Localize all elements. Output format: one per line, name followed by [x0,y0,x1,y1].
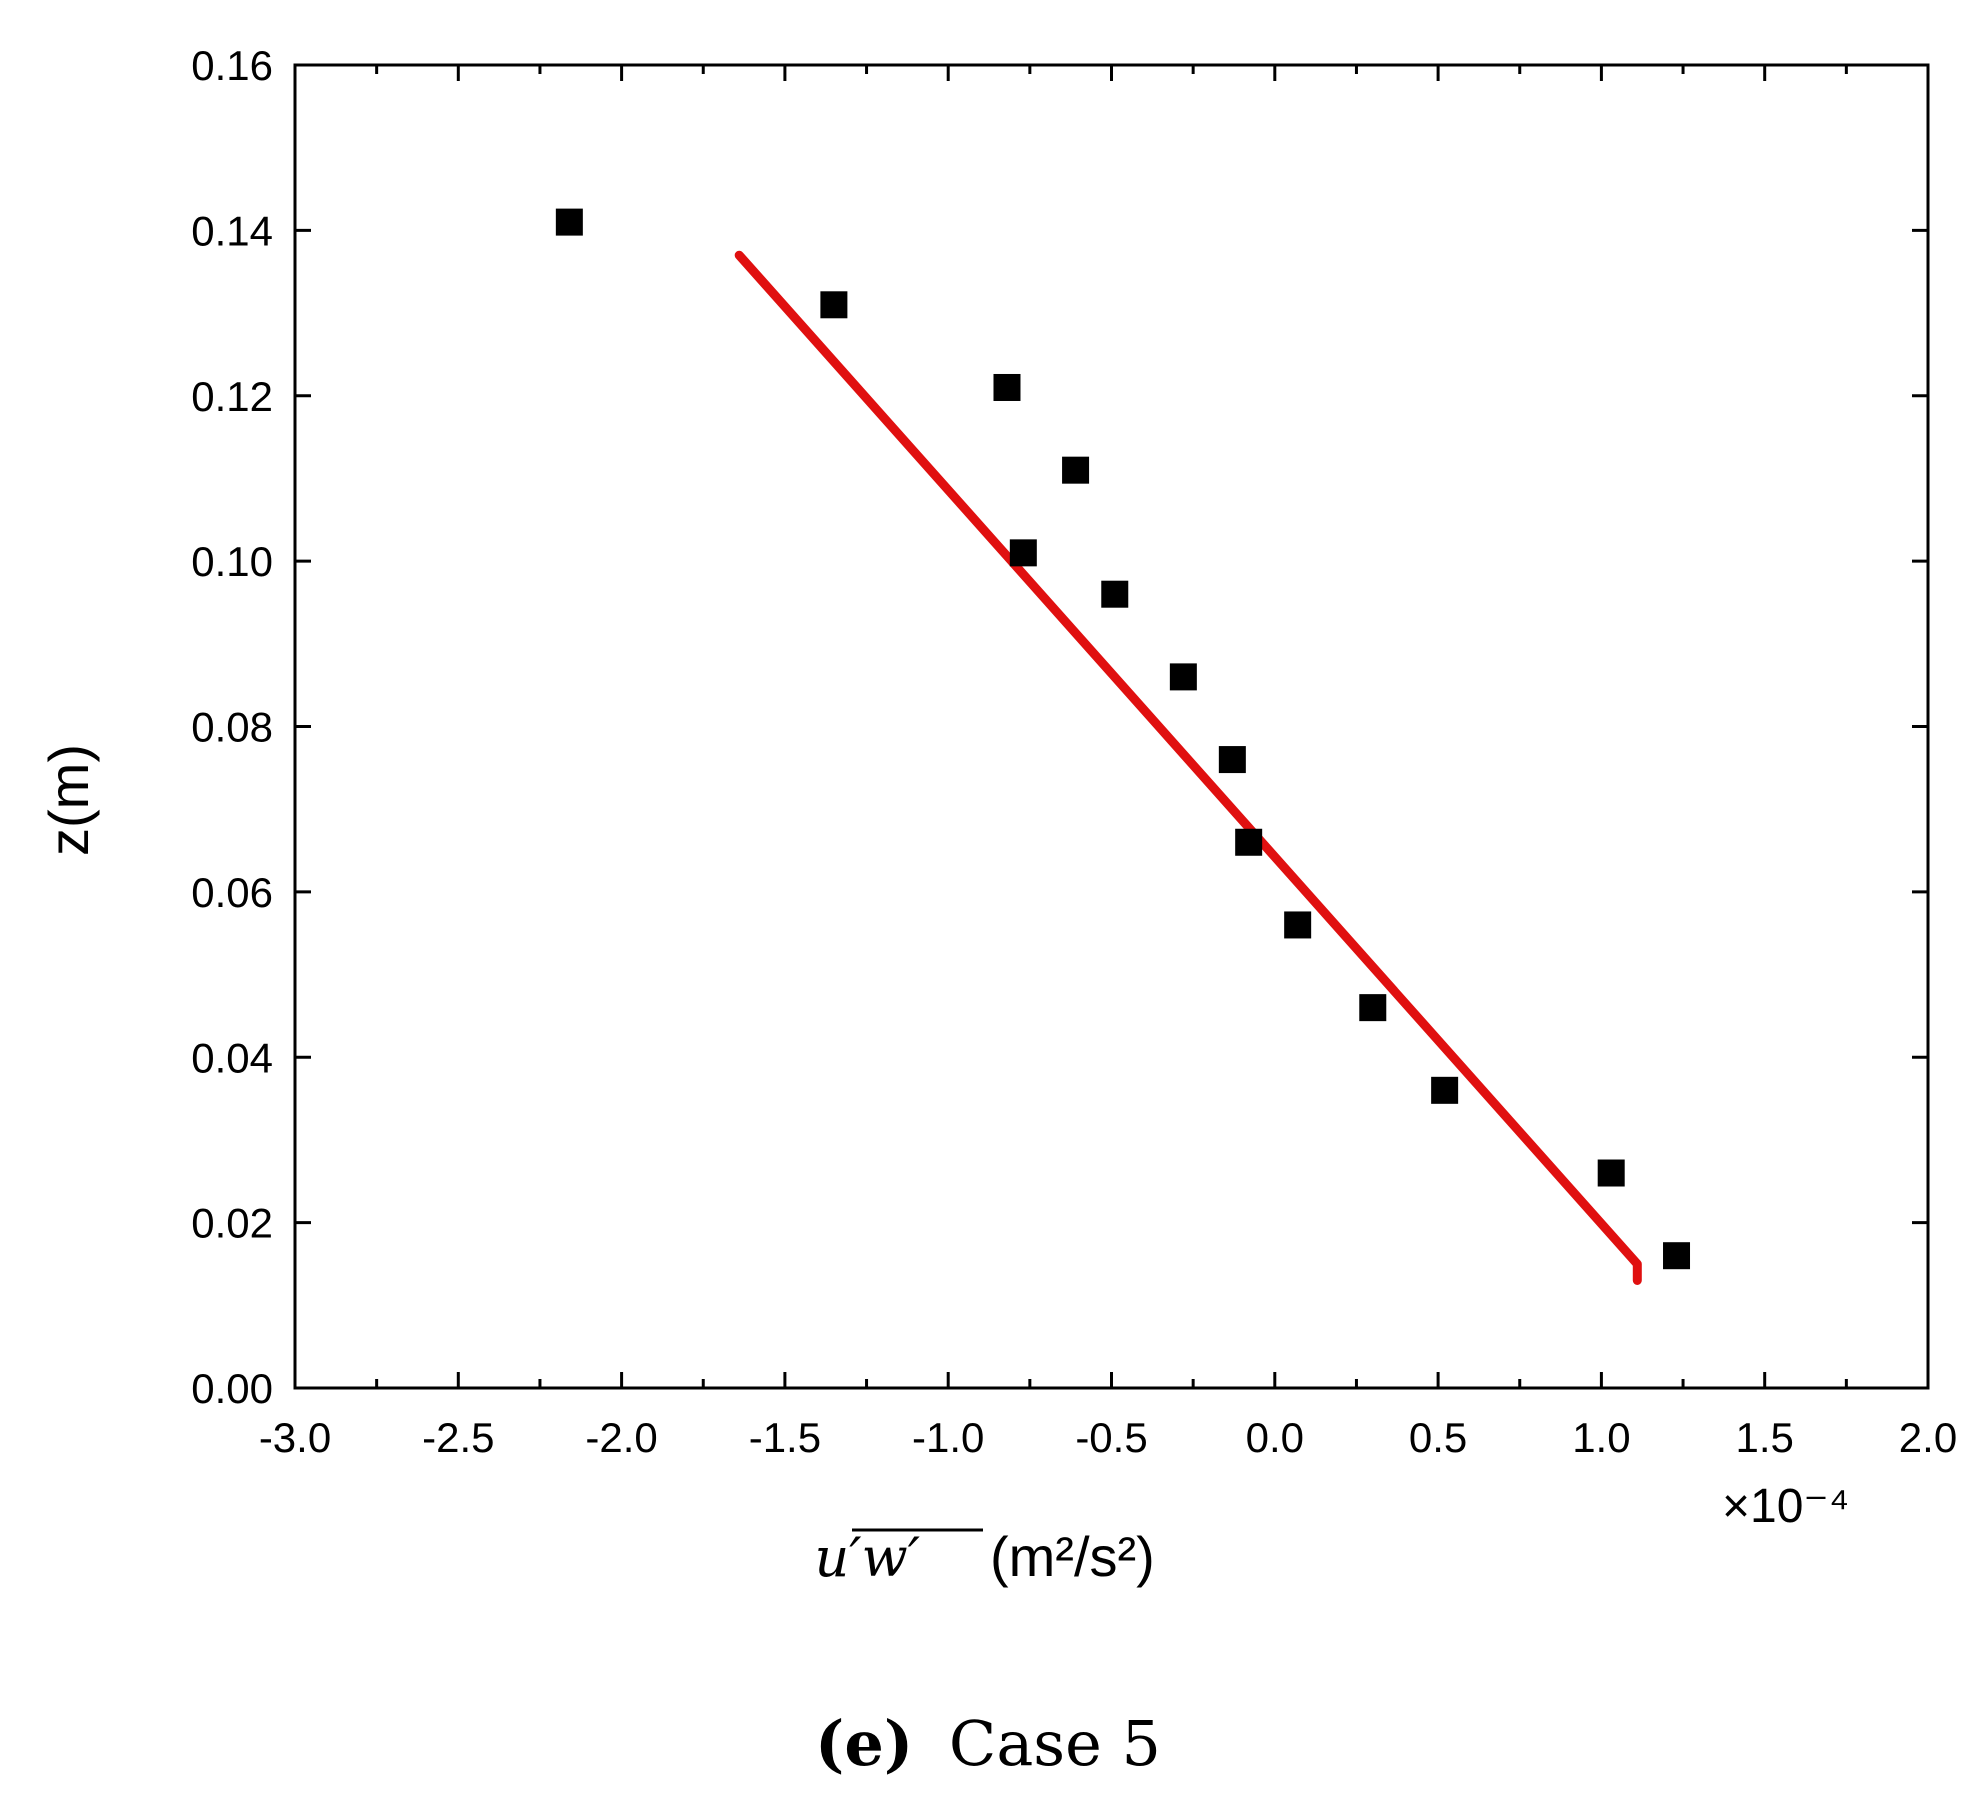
data-point [1101,580,1129,608]
x-axis-variable: u′w′ [814,1526,920,1589]
plot-border [293,63,1930,1390]
data-point [1597,1159,1625,1187]
data-point [1218,746,1246,774]
y-tick-label: 0.00 [191,1365,273,1412]
y-tick-label: 0.08 [191,704,273,751]
y-tick-label: 0.06 [191,869,273,916]
data-point [1062,456,1090,484]
plot-frame [293,63,1930,1390]
y-tick-label: 0.16 [191,42,273,89]
y-axis-title: z(m) [37,744,100,856]
fit-line [734,250,1642,1285]
y-tick-label: 0.10 [191,538,273,585]
x-axis-multiplier: ×10⁻⁴ [1722,1480,1849,1533]
x-tick-label: 1.5 [1736,1414,1794,1461]
data-point [993,373,1021,401]
x-tick-label: 0.0 [1246,1414,1304,1461]
data-point [1663,1242,1691,1270]
caption-letter: (e) [815,1707,913,1780]
data-point [1235,828,1263,856]
x-tick-label: 0.5 [1409,1414,1467,1461]
svg-text:(e) Case 5: (e) Case 5 [815,1707,1161,1780]
x-tick-label: -0.5 [1075,1414,1147,1461]
data-point [1169,663,1197,691]
x-axis-units: (m²/s²) [990,1525,1155,1588]
data-point [1284,911,1312,939]
x-tick-label: -1.0 [912,1414,984,1461]
data-point [1359,994,1387,1022]
y-tick-label: 0.02 [191,1200,273,1247]
data-points [555,208,1691,1270]
x-tick-label: -2.0 [585,1414,657,1461]
caption-text: Case 5 [949,1707,1161,1780]
y-axis: 0.00 0.02 0.04 0.06 0.08 0.10 0.12 0.14 0.16 [191,42,1928,1412]
data-point [555,208,583,236]
x-tick-label: -3.0 [259,1414,331,1461]
x-axis: -3.0 -2.5 -2.0 -1.5 -1.0 -0.5 0.0 0.5 1.0 1.5 2.0 [259,65,1957,1461]
data-point [1431,1076,1459,1104]
x-tick-label: -2.5 [422,1414,494,1461]
x-tick-label: 1.0 [1572,1414,1630,1461]
fit-line-layer [734,250,1642,1285]
y-tick-label: 0.12 [191,373,273,420]
figure-caption: (e) Case 5 [815,1707,1161,1780]
y-tick-label: 0.14 [191,207,273,254]
data-point [820,291,848,319]
x-tick-label: -1.5 [749,1414,821,1461]
x-tick-label: 2.0 [1899,1414,1957,1461]
data-point [1009,539,1037,567]
y-tick-label: 0.04 [191,1034,273,1081]
x-axis-title: u′w′ (m²/s²) [814,1525,1154,1589]
